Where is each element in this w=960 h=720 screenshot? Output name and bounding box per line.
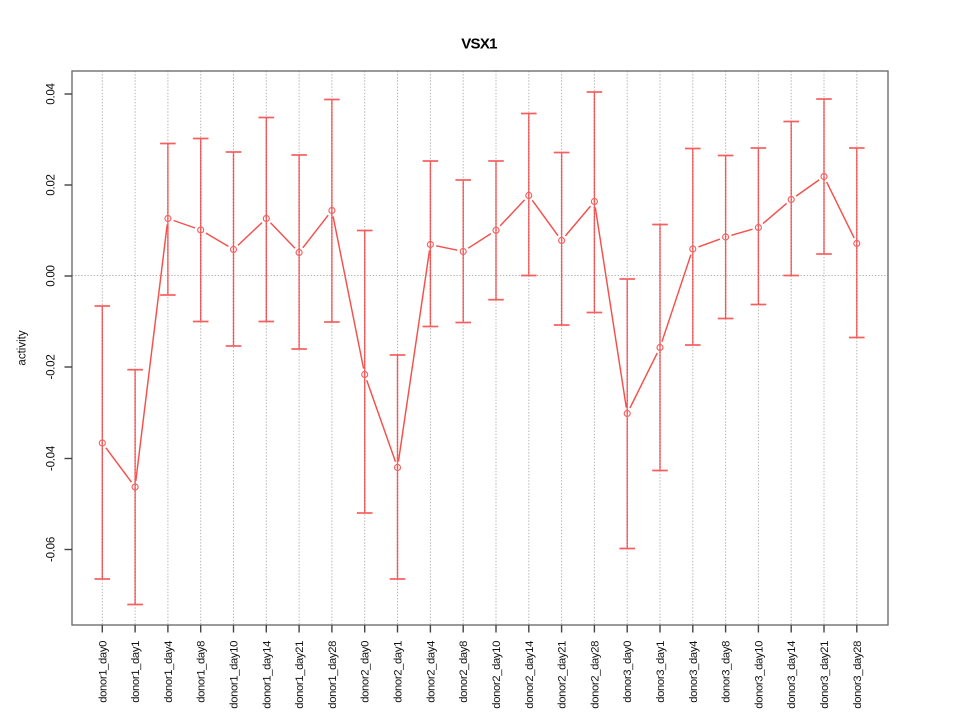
svg-text:donor2_day1: donor2_day1 <box>392 641 404 703</box>
svg-text:-0.06: -0.06 <box>46 537 58 562</box>
svg-text:donor2_day8: donor2_day8 <box>458 641 470 703</box>
svg-text:donor3_day21: donor3_day21 <box>819 641 831 709</box>
svg-text:-0.02: -0.02 <box>46 355 58 380</box>
svg-text:donor1_day8: donor1_day8 <box>196 641 208 703</box>
svg-text:donor3_day1: donor3_day1 <box>655 641 667 703</box>
svg-text:donor3_day14: donor3_day14 <box>786 641 798 709</box>
svg-text:donor1_day28: donor1_day28 <box>327 641 339 709</box>
svg-text:donor3_day4: donor3_day4 <box>688 641 700 703</box>
svg-text:donor1_day1: donor1_day1 <box>130 641 142 703</box>
svg-text:activity: activity <box>17 330 29 365</box>
svg-text:donor2_day14: donor2_day14 <box>524 641 536 709</box>
svg-text:donor1_day0: donor1_day0 <box>97 641 109 703</box>
svg-text:donor3_day28: donor3_day28 <box>852 641 864 709</box>
svg-text:donor3_day10: donor3_day10 <box>753 641 765 709</box>
svg-text:0.04: 0.04 <box>46 82 58 104</box>
svg-text:donor2_day28: donor2_day28 <box>589 641 601 709</box>
svg-text:donor2_day4: donor2_day4 <box>425 641 437 703</box>
svg-text:donor2_day21: donor2_day21 <box>557 641 569 709</box>
svg-text:VSX1: VSX1 <box>461 35 497 52</box>
svg-text:donor2_day0: donor2_day0 <box>360 641 372 703</box>
svg-text:donor1_day10: donor1_day10 <box>228 641 240 709</box>
svg-text:donor1_day14: donor1_day14 <box>261 641 273 709</box>
svg-text:donor1_day21: donor1_day21 <box>294 641 306 709</box>
svg-text:0.00: 0.00 <box>46 265 58 286</box>
svg-text:donor3_day8: donor3_day8 <box>721 641 733 703</box>
svg-text:0.02: 0.02 <box>46 174 58 195</box>
svg-text:donor1_day4: donor1_day4 <box>163 641 175 703</box>
svg-text:donor2_day10: donor2_day10 <box>491 641 503 709</box>
svg-text:-0.04: -0.04 <box>46 445 58 471</box>
svg-text:donor3_day0: donor3_day0 <box>622 641 634 703</box>
